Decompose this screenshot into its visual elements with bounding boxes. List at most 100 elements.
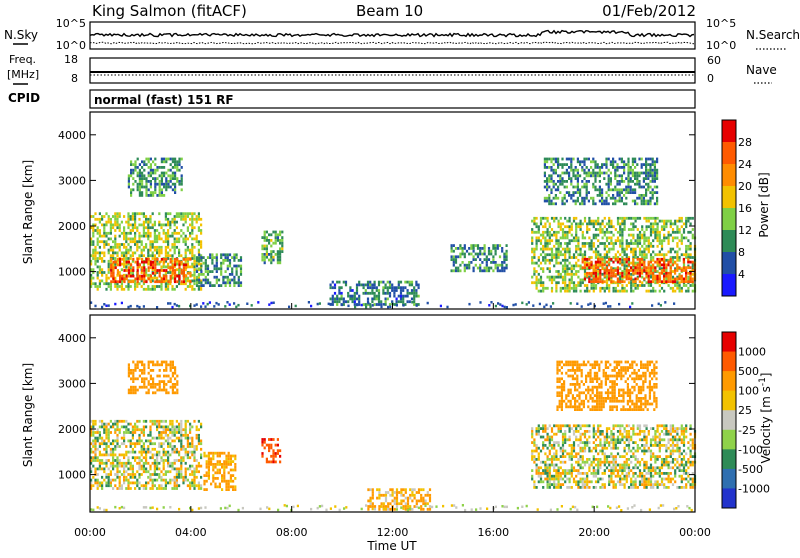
data-cell: [266, 239, 268, 242]
data-cell: [621, 239, 623, 242]
data-cell: [672, 239, 674, 242]
data-cell: [685, 284, 687, 287]
data-cell: [420, 508, 422, 511]
data-cell: [473, 244, 475, 247]
data-cell: [385, 494, 387, 497]
data-cell: [632, 258, 634, 261]
data-cell: [152, 420, 154, 423]
data-cell: [400, 292, 402, 295]
data-cell: [569, 217, 571, 220]
data-cell: [687, 276, 689, 279]
data-cell: [261, 259, 263, 262]
data-cell: [635, 256, 637, 259]
data-cell: [127, 226, 129, 229]
data-cell: [470, 247, 472, 250]
data-cell: [566, 242, 568, 245]
data-cell: [575, 273, 577, 276]
data-cell: [176, 448, 178, 451]
data-cell: [594, 186, 596, 189]
data-cell: [137, 272, 139, 275]
data-cell: [174, 445, 176, 448]
data-cell: [615, 228, 617, 231]
data-cell: [564, 290, 566, 293]
data-cell: [630, 284, 632, 287]
data-cell: [681, 290, 683, 293]
data-cell: [378, 289, 380, 292]
data-cell: [165, 232, 167, 235]
data-cell: [211, 259, 213, 262]
data-cell: [181, 188, 183, 191]
data-cell: [544, 466, 546, 469]
data-cell: [604, 234, 606, 237]
data-cell: [200, 273, 202, 276]
data-cell: [681, 239, 683, 242]
data-cell: [134, 445, 136, 448]
data-cell: [128, 369, 130, 372]
data-cell: [130, 246, 132, 249]
data-cell: [196, 270, 198, 273]
data-cell: [127, 431, 129, 434]
data-cell: [116, 224, 118, 227]
data-cell: [501, 269, 503, 272]
data-cell: [172, 160, 174, 163]
data-cell: [592, 174, 594, 177]
data-cell: [145, 188, 147, 191]
data-cell: [216, 276, 218, 279]
data-cell: [531, 256, 533, 259]
data-cell: [198, 487, 200, 490]
data-cell: [183, 272, 185, 275]
data-cell: [191, 224, 193, 227]
data-cell: [641, 253, 643, 256]
data-cell: [203, 455, 205, 458]
data-cell: [593, 278, 595, 281]
data-cell: [560, 287, 562, 290]
data-cell: [464, 267, 466, 270]
data-cell: [580, 265, 582, 268]
data-cell: [617, 266, 619, 269]
data-cell: [143, 186, 145, 189]
data-cell: [595, 228, 597, 231]
data-cell: [413, 303, 415, 306]
data-cell: [149, 240, 151, 243]
data-cell: [674, 237, 676, 240]
data-cell: [161, 389, 163, 392]
data-cell: [459, 264, 461, 267]
data-cell: [92, 243, 94, 246]
data-cell: [191, 246, 193, 249]
data-cell: [172, 391, 174, 394]
data-cell: [678, 275, 680, 278]
data-cell: [599, 200, 601, 203]
data-cell: [418, 303, 420, 306]
data-cell: [621, 231, 623, 234]
data-cell: [652, 180, 654, 183]
data-cell: [119, 212, 121, 215]
data-cell: [176, 391, 178, 394]
data-cell: [270, 253, 272, 256]
data-cell: [266, 253, 268, 256]
data-cell: [232, 455, 234, 458]
data-cell: [141, 386, 143, 389]
data-cell: [630, 266, 632, 269]
data-cell: [92, 249, 94, 252]
data-cell: [566, 284, 568, 287]
data-cell: [621, 280, 623, 283]
data-cell: [569, 290, 571, 293]
data-cell: [654, 234, 656, 237]
data-cell: [99, 266, 101, 269]
data-cell: [536, 248, 538, 251]
data-cell: [233, 279, 235, 282]
data-cell: [99, 235, 101, 238]
data-cell: [99, 229, 101, 232]
data-cell: [538, 472, 540, 475]
data-cell: [163, 369, 165, 372]
data-cell: [92, 420, 94, 423]
data-cell: [636, 163, 638, 166]
data-cell: [108, 440, 110, 443]
data-cell: [174, 224, 176, 227]
data-cell: [646, 253, 648, 256]
data-cell: [499, 303, 501, 306]
data-cell: [92, 459, 94, 462]
data-cell: [652, 188, 654, 191]
data-cell: [220, 262, 222, 265]
data-cell: [105, 428, 107, 431]
